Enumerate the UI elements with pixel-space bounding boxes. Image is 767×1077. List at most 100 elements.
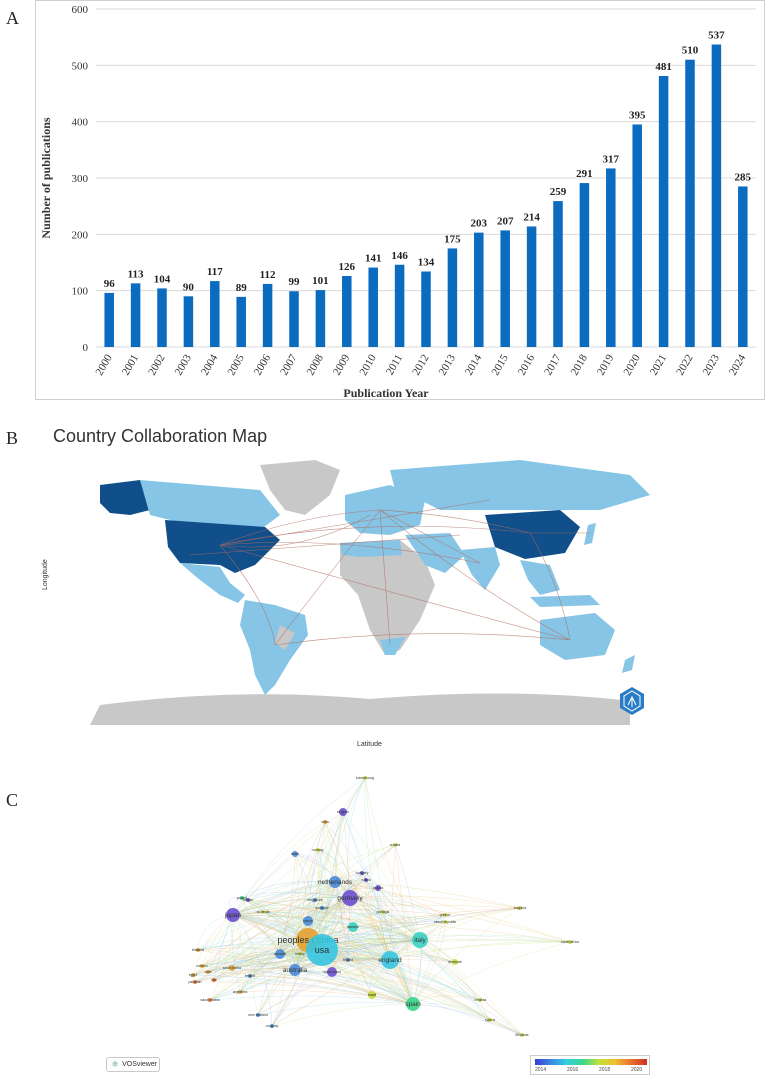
network-link: [232, 777, 366, 916]
x-tick-label: 2012: [410, 353, 431, 378]
network-link: [334, 844, 396, 883]
network-node-label: hungary: [356, 871, 369, 875]
network-link: [232, 811, 344, 916]
network-node: [452, 959, 458, 965]
network-node: [363, 776, 367, 780]
bar: [447, 248, 458, 347]
x-tick-label: 2010: [357, 352, 379, 377]
x-tick-label: 2008: [305, 352, 327, 377]
network-link: [249, 975, 414, 1005]
bar: [394, 264, 405, 347]
bar: [738, 186, 748, 347]
network-link: [279, 950, 391, 961]
network-link: [349, 895, 521, 909]
network-node: [303, 916, 313, 926]
y-tick-label: 600: [72, 4, 89, 16]
network-link: [239, 959, 391, 993]
x-tick-label: 2003: [173, 352, 195, 377]
network-link: [271, 939, 421, 1027]
network-link: [294, 959, 456, 971]
network-link: [279, 953, 491, 1021]
network-link: [279, 911, 384, 955]
network-node: [212, 978, 216, 982]
network-node: [339, 808, 347, 816]
network-link: [239, 990, 414, 1005]
network-link: [334, 881, 446, 916]
vosviewer-network: luxembourg india belgium israel norway sweden…: [188, 776, 579, 1037]
network-node-label: chile: [204, 970, 211, 974]
network-node-label: greece: [440, 913, 451, 917]
network-link: [209, 995, 414, 1005]
network-link: [321, 949, 491, 1021]
y-tick-label: 200: [72, 229, 89, 241]
china: [485, 510, 580, 559]
network-link: [324, 821, 336, 883]
x-tick-label: 2004: [199, 352, 221, 377]
network-link: [207, 964, 296, 973]
network-link: [271, 1003, 414, 1027]
x-tick-label: 2011: [384, 353, 405, 378]
mexico: [180, 563, 245, 603]
network-link: [294, 879, 367, 971]
bar-value-label: 481: [655, 61, 672, 73]
network-node: [327, 967, 337, 977]
network-node: [520, 1033, 524, 1037]
bar: [526, 226, 537, 347]
bar: [368, 267, 378, 347]
network-link: [247, 899, 296, 971]
network-node-label: argentina: [233, 990, 248, 994]
bar: [658, 76, 669, 347]
network-link: [232, 849, 319, 916]
network-node-label: new zealand: [248, 1013, 268, 1017]
network-node-label: lithuania: [515, 1033, 528, 1037]
network-link: [334, 881, 373, 996]
network-link: [207, 971, 414, 1005]
network-link: [213, 979, 414, 1005]
network-node: [200, 964, 204, 968]
network-node: [348, 922, 358, 932]
network-node: [191, 973, 195, 977]
x-tick-label: 2019: [595, 352, 617, 377]
network-link: [412, 907, 521, 1005]
network-node-label: peoples r china: [277, 935, 338, 945]
x-tick-label: 2006: [252, 352, 274, 377]
network-node: [316, 848, 320, 852]
network-node: [381, 910, 385, 914]
network-link: [271, 953, 285, 1027]
bar-value-label: 207: [497, 215, 514, 227]
collaboration-links: [189, 499, 590, 646]
map-x-axis-label: Latitude: [357, 741, 382, 748]
network-node: [275, 949, 285, 959]
network-link: [194, 981, 414, 1005]
bar-value-label: 291: [576, 168, 593, 180]
bar-value-label: 96: [104, 278, 116, 290]
bar: [315, 290, 326, 347]
network-link: [279, 899, 316, 955]
bar: [262, 283, 273, 347]
network-node: [289, 964, 301, 976]
africa-north: [340, 540, 402, 557]
network-node: [270, 1024, 274, 1028]
network-link: [262, 911, 296, 971]
network-node-label: portugal: [377, 910, 390, 914]
network-link: [389, 844, 396, 961]
bar-value-label: 113: [128, 268, 144, 280]
y-tick-label: 400: [72, 117, 89, 129]
network-node: [248, 974, 252, 978]
network-node-label: south africa: [561, 940, 579, 944]
panel-label-c: C: [6, 790, 19, 810]
network-node: [393, 843, 397, 847]
network-link: [412, 941, 571, 1005]
network-link: [241, 897, 281, 955]
network-link: [331, 881, 342, 973]
network-link: [334, 881, 521, 909]
network-node-label: france: [303, 919, 313, 923]
south-america-gray: [275, 625, 295, 650]
australia: [540, 613, 615, 660]
network-node-label: usa: [315, 945, 330, 955]
network-node-label: spain: [405, 1001, 421, 1008]
legend-tick: 2018: [599, 1067, 611, 1073]
network-node: [518, 906, 522, 910]
network-node-label: switzerland: [323, 970, 341, 974]
network-node-label: israel: [291, 852, 300, 856]
